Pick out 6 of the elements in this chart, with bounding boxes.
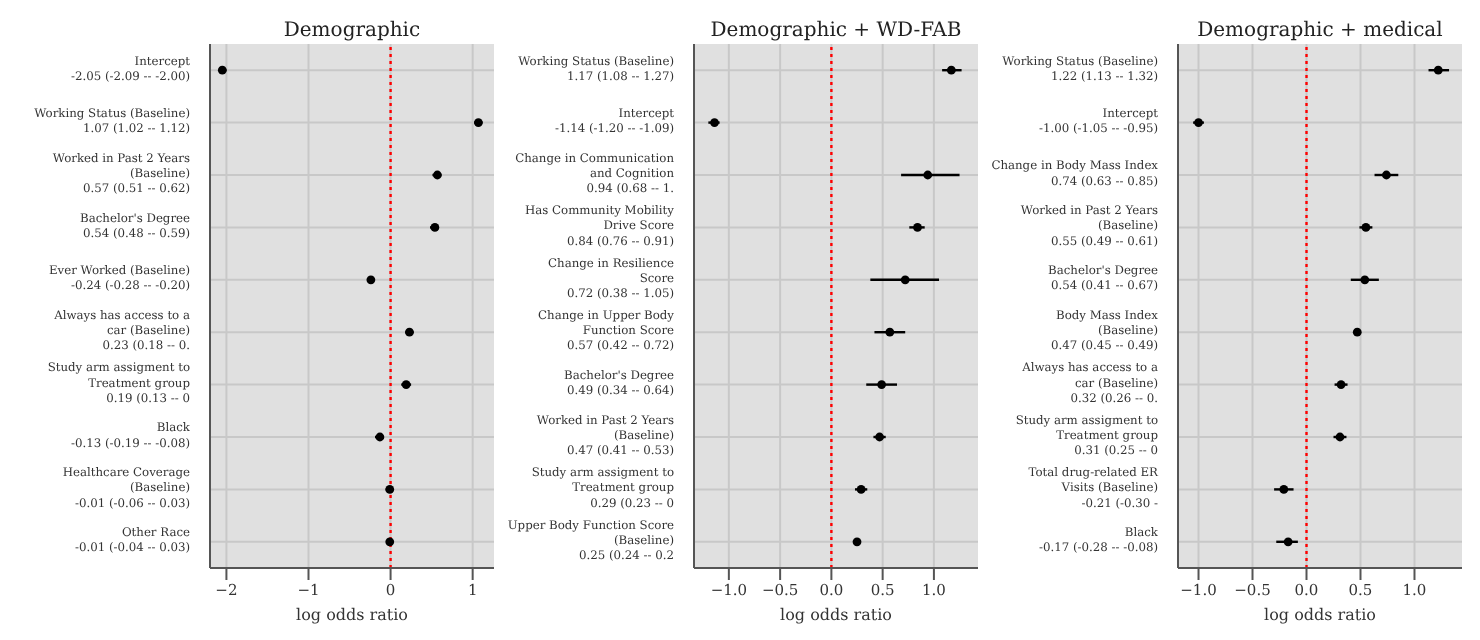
chart-title: Demographic + medical	[1197, 20, 1443, 42]
chart-title: Demographic	[283, 20, 422, 42]
x-axis-title: log odds ratio	[296, 606, 409, 624]
x-axis-title: log odds ratio	[780, 606, 893, 624]
chart-title: Demographic + WD-FAB	[710, 20, 962, 42]
x-axis-title: log odds ratio	[1264, 606, 1377, 624]
